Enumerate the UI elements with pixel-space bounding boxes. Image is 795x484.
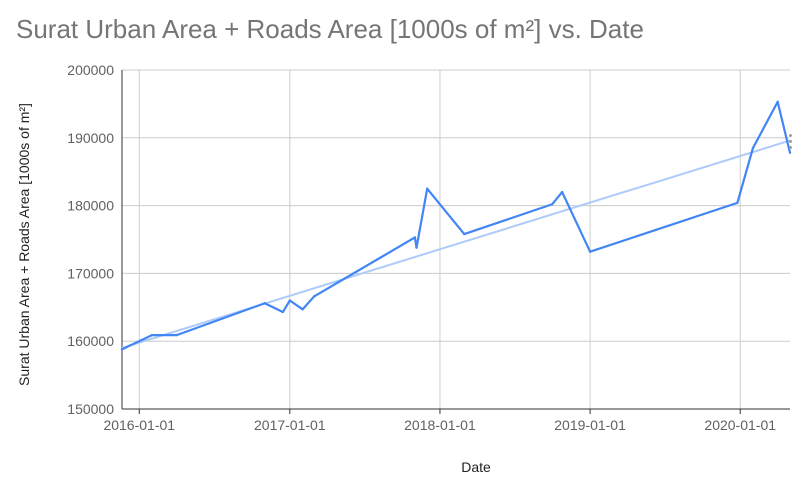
more-options-icon[interactable] (789, 134, 793, 152)
data-point-7 (312, 295, 316, 298)
data-point-5 (288, 299, 292, 302)
data-point-12 (551, 203, 554, 206)
x-tick-label-0: 2016-01-01 (103, 417, 175, 433)
data-point-9 (415, 246, 418, 249)
x-tick-label-3: 2019-01-01 (554, 417, 626, 433)
data-point-15 (736, 201, 739, 205)
y-tick-label-1: 160000 (67, 333, 114, 349)
data-point-8 (413, 236, 417, 239)
series-line (121, 100, 792, 351)
x-tick-label-4: 2020-01-01 (704, 417, 776, 433)
y-tick-label-5: 200000 (67, 62, 114, 78)
chart-title: Surat Urban Area + Roads Area [1000s of … (16, 14, 644, 44)
data-point-1 (150, 333, 154, 337)
data-point-10 (426, 187, 429, 190)
data-point-3 (263, 302, 266, 305)
y-tick-label-0: 150000 (67, 401, 114, 417)
x-tick-label-2: 2018-01-01 (404, 417, 476, 433)
x-axis-label: Date (461, 459, 491, 475)
trendline (121, 139, 791, 349)
y-axis-label: Surat Urban Area + Roads Area [1000s of … (16, 103, 32, 386)
data-point-0 (120, 348, 124, 351)
data-point-6 (301, 308, 304, 311)
y-tick-label-4: 190000 (67, 130, 114, 146)
data-point-17 (776, 100, 779, 104)
data-point-4 (281, 310, 285, 314)
data-point-14 (588, 250, 592, 253)
y-tick-label-2: 170000 (67, 265, 114, 281)
y-tick-label-3: 180000 (67, 198, 114, 214)
data-point-13 (560, 190, 564, 194)
data-point-11 (463, 232, 466, 236)
data-point-16 (751, 146, 755, 150)
data-point-2 (175, 333, 178, 337)
x-tick-label-1: 2017-01-01 (254, 417, 326, 433)
data-point-18 (788, 151, 792, 154)
